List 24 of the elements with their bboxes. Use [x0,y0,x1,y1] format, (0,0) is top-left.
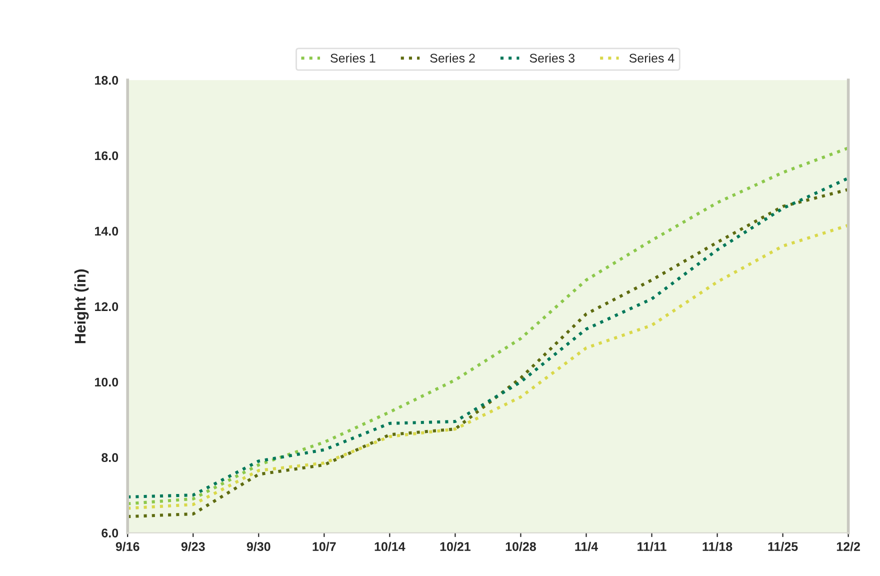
x-tick-label: 10/7 [312,542,336,552]
x-tick-label: 11/4 [575,542,598,552]
x-tick-label: 10/14 [374,542,406,552]
x-tick-label: 10/21 [440,542,470,552]
y-axis-title: Height (in) [74,269,89,344]
x-tick-label: 11/25 [768,542,798,552]
x-tick-label: 9/16 [116,542,140,552]
legend-label: Series 2 [430,53,475,63]
x-tick-label: 11/18 [702,542,732,552]
y-tick-label: 6.0 [102,528,118,538]
y-tick-label: 10.0 [95,378,118,387]
y-tick-label: 14.0 [95,226,118,236]
y-tick-label: 8.0 [102,453,118,462]
x-tick-label: 12/2 [836,542,860,552]
legend-label: Series 3 [530,53,575,63]
legend-label: Series 4 [629,53,674,63]
x-tick-label: 11/11 [638,542,666,552]
y-tick-label: 18.0 [95,76,118,85]
y-tick-label: 16.0 [95,151,118,160]
x-tick-label: 9/23 [181,542,205,552]
x-tick-label: 10/28 [506,542,536,552]
legend-label: Series 1 [330,53,376,63]
y-tick-label: 12.0 [95,302,118,312]
x-tick-label: 9/30 [246,542,270,552]
